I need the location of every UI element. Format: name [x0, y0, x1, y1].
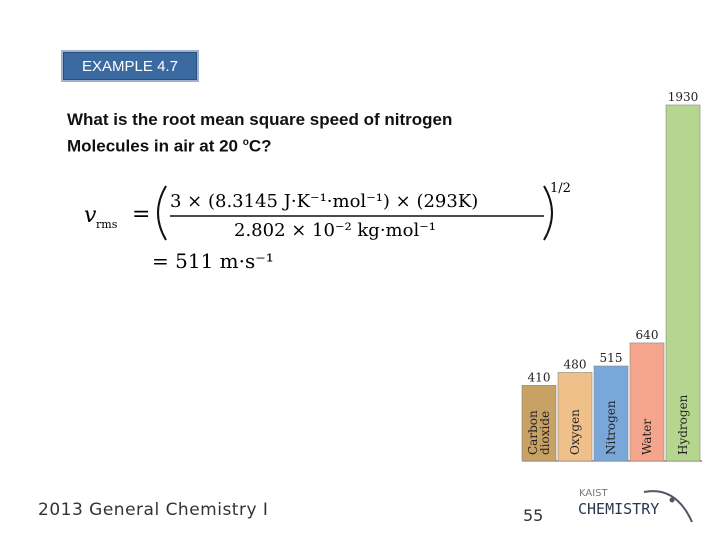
bar-value-label-1: 480: [564, 357, 587, 371]
kaist-chemistry-logo: KAIST CHEMISTRY: [578, 488, 693, 523]
bar-value-label-0: 410: [528, 370, 551, 384]
equation-numerator: 3 × (8.3145 J·K⁻¹·mol⁻¹) × (293K): [170, 191, 478, 212]
page-number: 55: [523, 506, 544, 525]
logo-bottom-text: CHEMISTRY: [578, 500, 659, 518]
bar-2: [593, 365, 629, 462]
bar-1: [557, 372, 593, 462]
question-text: What is the root mean square speed of ni…: [67, 108, 537, 158]
question-line-2-start: Molecules in air at 20: [67, 136, 243, 156]
example-badge: EXAMPLE 4.7: [61, 50, 199, 82]
bar-3: [629, 342, 665, 462]
bar-value-label-3: 640: [636, 328, 659, 342]
bar-category-label-4-0: Hydrogen: [676, 394, 690, 455]
question-line-2: Molecules in air at 20 oC?: [67, 131, 537, 158]
bar-0: [521, 385, 557, 462]
bar-category-label-0-0: Carbon: [526, 410, 540, 455]
bar-category-label-2-0: Nitrogen: [604, 400, 618, 455]
question-line-2-end: C?: [248, 136, 272, 156]
equation-denominator: 2.802 × 10⁻² kg·mol⁻¹: [234, 220, 436, 241]
bar-value-label-2: 515: [600, 351, 623, 365]
bar-category-label-0-1: dioxide: [538, 411, 552, 455]
question-line-1: What is the root mean square speed of ni…: [67, 110, 453, 129]
equation-exponent: 1/2: [550, 181, 571, 196]
degree-superscript: o: [242, 137, 249, 148]
equation-lhs-subscript: rms: [96, 218, 118, 231]
bar-4: [665, 104, 701, 462]
bar-category-label-3-0: Water: [640, 419, 654, 455]
logo-swoosh: [643, 490, 693, 523]
bar-value-label-4: 1930: [668, 90, 699, 104]
equals-sign: =: [132, 202, 150, 227]
equation-lhs: v: [84, 203, 97, 228]
equation-result: = 511 m·s⁻¹: [152, 249, 274, 273]
left-paren: [157, 185, 167, 241]
logo-top-text: KAIST: [579, 488, 609, 499]
logo-dot: [669, 497, 675, 503]
footer-course: 2013 General Chemistry I: [38, 500, 269, 520]
bar-category-label-1-0: Oxygen: [568, 409, 582, 455]
rms-equation: v rms = 3 × (8.3145 J·K⁻¹·mol⁻¹) × (293K…: [84, 181, 571, 273]
right-paren: [543, 185, 553, 241]
